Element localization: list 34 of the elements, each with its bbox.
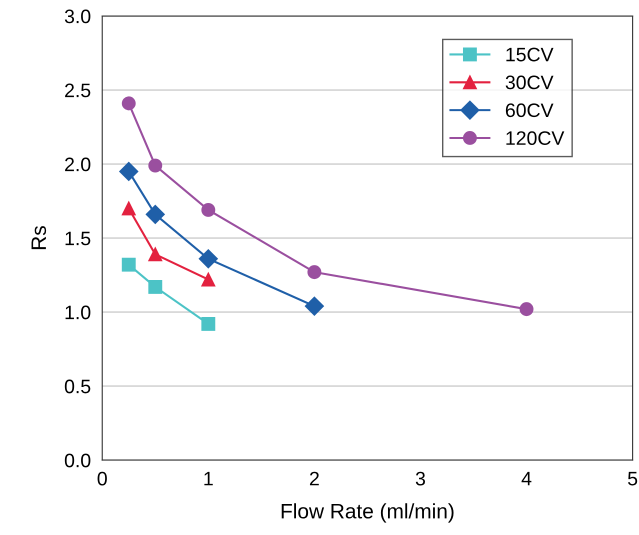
y-tick-label: 2.5 (65, 84, 90, 98)
x-tick-label: 5 (628, 472, 638, 486)
x-tick-label: 3 (416, 472, 426, 486)
y-tick-label: 0.0 (64, 454, 90, 468)
y-tick-label: 3.0 (64, 10, 90, 24)
point (201, 203, 216, 217)
x-tick-label: 2 (310, 472, 319, 486)
point (122, 258, 136, 272)
point (148, 158, 162, 172)
y-tick-label: 1.5 (66, 232, 90, 246)
point (198, 249, 218, 268)
point (304, 296, 324, 316)
point (122, 96, 136, 110)
legend-label: 15CV (506, 48, 554, 62)
legend-label: 60CV (506, 103, 554, 118)
x-tick-label: 0 (98, 472, 107, 486)
point (148, 280, 162, 294)
y-axis-title: Rs (32, 226, 46, 250)
point (201, 316, 216, 331)
x-tick-label: 4 (522, 472, 532, 486)
point (520, 302, 534, 316)
point (122, 202, 136, 216)
point (119, 162, 138, 181)
legend-label: 30CV (506, 76, 554, 90)
point (201, 272, 216, 286)
x-tick-label: 1 (204, 472, 213, 486)
point (148, 247, 162, 262)
y-tick-label: 2.0 (65, 158, 90, 172)
point (307, 265, 322, 280)
y-tick-label: 1.0 (66, 306, 90, 320)
y-tick-label: 0.5 (64, 380, 90, 394)
point (146, 204, 165, 224)
x-axis-title: Flow Rate (ml/min) (282, 503, 454, 523)
legend-label: 120CV (506, 131, 564, 145)
